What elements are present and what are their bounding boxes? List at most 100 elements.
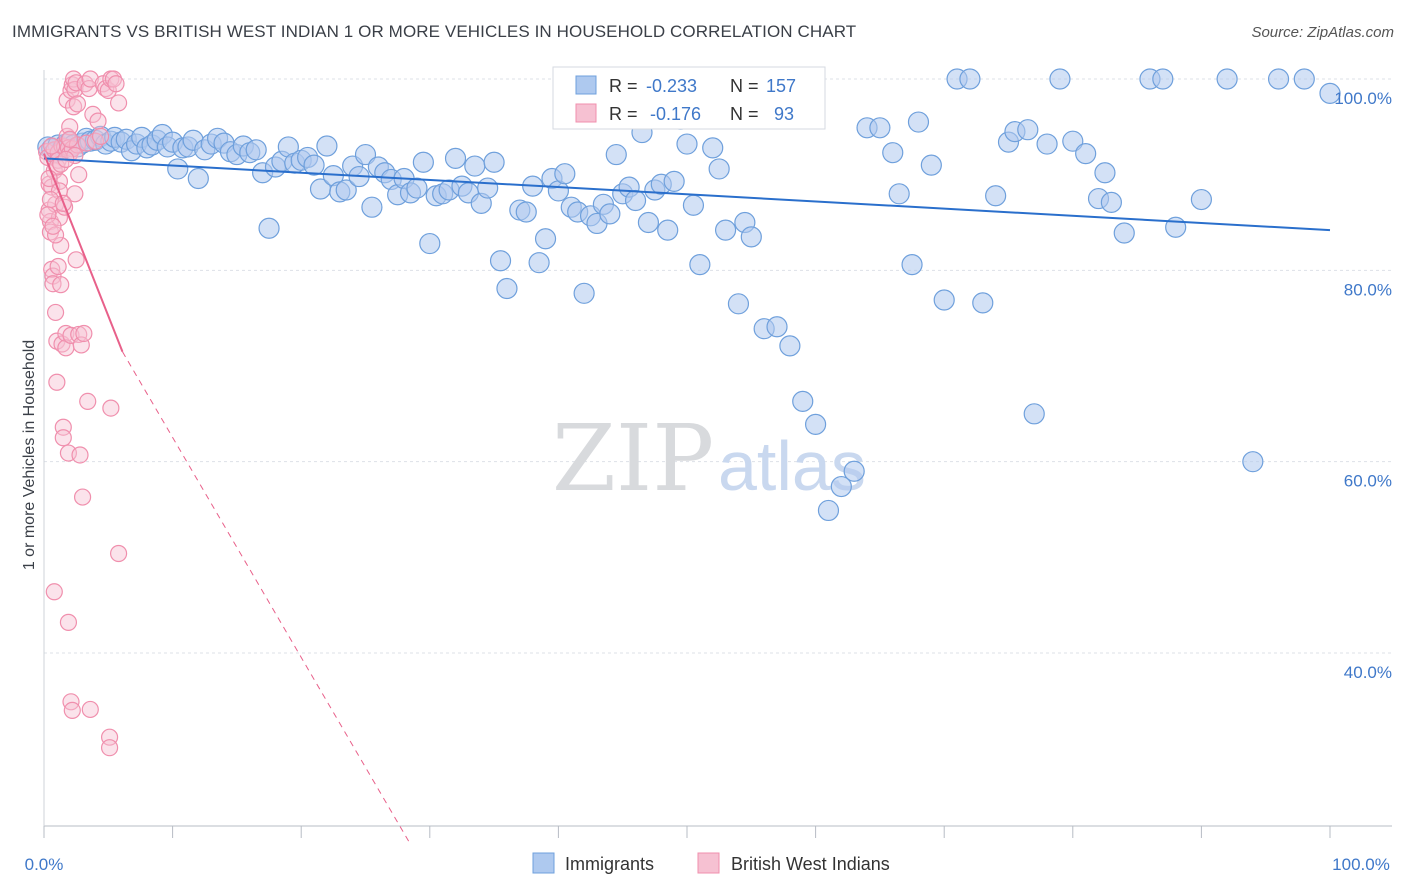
immigrants-point xyxy=(1049,68,1071,90)
bwi-point xyxy=(44,217,62,235)
trend-line-bwi xyxy=(43,153,124,353)
immigrants-point xyxy=(534,228,557,250)
immigrants-point xyxy=(444,147,467,170)
source-credit: Source: ZipAtlas.com xyxy=(1251,24,1394,41)
bwi-point xyxy=(63,701,81,720)
immigrants-point xyxy=(1267,68,1290,90)
bwi-point xyxy=(62,693,80,711)
bwi-point xyxy=(49,257,67,276)
immigrants-point xyxy=(882,142,904,164)
immigrants-point xyxy=(1113,222,1135,244)
immigrants-point xyxy=(605,143,627,166)
immigrants-point xyxy=(483,151,505,173)
bwi-point xyxy=(79,392,97,410)
bwi-point xyxy=(61,130,79,148)
y-axis-title: 1 or more Vehicles in Household xyxy=(21,340,38,570)
bwi-point xyxy=(46,303,65,322)
immigrants-point xyxy=(869,117,891,139)
immigrants-point xyxy=(676,133,698,155)
immigrants-point xyxy=(817,499,840,522)
correlation-legend-box xyxy=(552,66,826,130)
series-british-west-indians xyxy=(37,70,128,757)
bwi-point xyxy=(67,251,85,269)
immigrants-point xyxy=(682,194,705,216)
legend-n-value-immigrants: 157 xyxy=(766,76,796,96)
immigrants-point xyxy=(1036,133,1058,155)
bwi-point xyxy=(89,112,107,130)
bwi-point xyxy=(81,70,99,88)
immigrants-point xyxy=(727,293,750,315)
immigrants-point xyxy=(1094,162,1116,184)
series-immigrants xyxy=(37,68,1341,522)
bwi-point xyxy=(71,446,89,464)
immigrants-point xyxy=(714,219,737,241)
immigrants-point xyxy=(888,183,910,205)
legend-n-label-bwi: N = xyxy=(730,104,759,124)
legend-r-value-immigrants: -0.233 xyxy=(646,76,697,96)
immigrants-point xyxy=(496,277,518,300)
bwi-point xyxy=(109,94,128,112)
bwi-point xyxy=(86,132,105,150)
immigrants-point xyxy=(843,460,865,482)
immigrants-point xyxy=(1242,451,1264,473)
bwi-point xyxy=(100,739,119,757)
trend-line-immigrants xyxy=(43,157,1331,232)
bwi-point xyxy=(107,75,125,93)
bwi-point xyxy=(48,373,66,391)
immigrants-point xyxy=(637,211,660,234)
immigrants-point xyxy=(1216,68,1238,90)
legend-r-label-bwi: R = xyxy=(609,104,638,124)
immigrants-point xyxy=(830,475,852,498)
immigrants-point xyxy=(779,335,801,357)
bwi-point xyxy=(66,80,84,99)
immigrants-point xyxy=(303,154,325,176)
immigrants-point xyxy=(477,177,499,199)
immigrants-point xyxy=(985,185,1007,207)
bwi-point xyxy=(104,70,123,88)
y-tick-labels: 100.0% 80.0% 60.0% 40.0% xyxy=(1334,89,1392,682)
series-legend: Immigrants British West Indians xyxy=(532,852,890,874)
legend-n-label-immigrants: N = xyxy=(730,76,759,96)
immigrants-point xyxy=(624,189,647,212)
immigrants-point xyxy=(419,232,441,255)
immigrants-point xyxy=(316,135,338,157)
immigrants-point xyxy=(245,139,267,161)
immigrants-point xyxy=(167,158,189,180)
immigrants-point xyxy=(657,219,679,241)
immigrants-point xyxy=(489,250,512,272)
immigrants-point xyxy=(464,155,486,177)
bottom-legend-label-bwi: British West Indians xyxy=(731,854,890,874)
y-tick-label: 100.0% xyxy=(1334,89,1392,108)
bwi-point xyxy=(73,488,92,506)
immigrants-point xyxy=(1062,130,1084,152)
x-ticks xyxy=(43,826,1331,838)
immigrants-point xyxy=(187,167,209,190)
chart-title: IMMIGRANTS VS BRITISH WEST INDIAN 1 OR M… xyxy=(12,22,857,41)
bwi-point xyxy=(59,613,78,631)
bwi-point xyxy=(70,325,88,344)
bwi-point xyxy=(52,236,70,255)
trend-lines xyxy=(43,153,1331,845)
bwi-point xyxy=(61,118,79,136)
bwi-point xyxy=(75,324,93,343)
immigrants-point xyxy=(1017,119,1039,141)
immigrants-point xyxy=(1293,68,1315,90)
immigrants-point xyxy=(1190,188,1213,211)
bwi-point xyxy=(81,700,99,719)
y-tick-label: 40.0% xyxy=(1344,663,1392,682)
y-tick-label: 80.0% xyxy=(1344,280,1392,299)
immigrants-point xyxy=(354,143,377,166)
immigrants-point xyxy=(1100,191,1122,214)
legend-swatch-immigrants xyxy=(575,75,597,95)
immigrants-point xyxy=(972,292,994,314)
x-tick-label-max: 100.0% xyxy=(1332,855,1390,874)
bwi-point xyxy=(54,429,72,447)
bwi-point xyxy=(50,172,69,190)
bwi-point xyxy=(68,95,87,113)
immigrants-point xyxy=(1319,82,1341,104)
immigrants-point xyxy=(573,282,595,304)
immigrants-point xyxy=(258,217,280,239)
immigrants-point xyxy=(335,179,357,201)
legend-r-label-immigrants: R = xyxy=(609,76,638,96)
